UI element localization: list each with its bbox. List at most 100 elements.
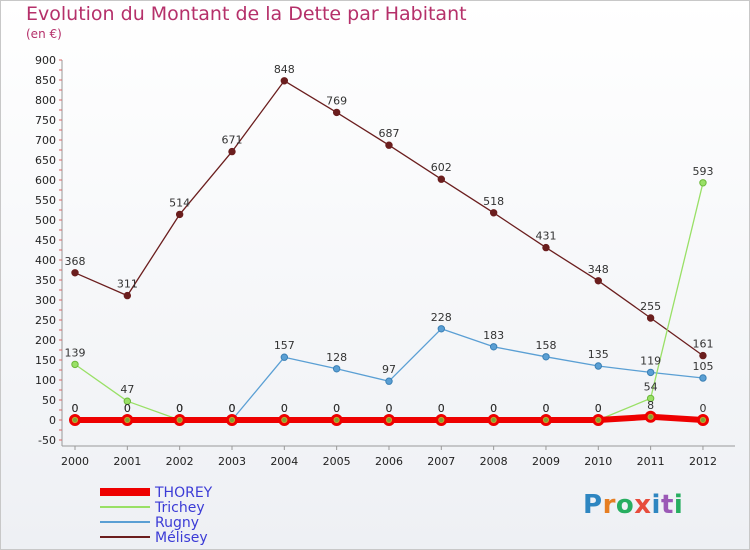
y-tick-label: 0 xyxy=(49,414,56,427)
x-tick-label: 2002 xyxy=(166,455,194,468)
y-tick-label: 500 xyxy=(35,214,56,227)
data-point-trichey xyxy=(699,179,707,187)
data-point-rugny xyxy=(437,325,446,333)
data-label-trichey: 593 xyxy=(692,165,713,178)
series-line-mélisey xyxy=(74,80,704,357)
data-point-inner xyxy=(490,416,497,424)
y-tick-label: 550 xyxy=(35,194,56,207)
data-point-mélisey xyxy=(280,77,289,85)
data-point-trichey xyxy=(646,394,655,403)
data-point-rugny xyxy=(489,343,498,351)
data-label-thorey: 0 xyxy=(228,402,235,415)
y-tick-label: 800 xyxy=(35,94,56,107)
legend-label-thorey: THOREY xyxy=(154,485,213,501)
y-tick-label: 200 xyxy=(35,334,56,347)
data-point-rugny xyxy=(385,377,393,385)
chart-subtitle: (en €) xyxy=(26,27,62,41)
data-label-trichey: 0 xyxy=(438,402,445,415)
data-point-inner xyxy=(176,416,183,424)
legend-label-trichey: Trichey xyxy=(154,500,205,516)
proxiti-logo: Proxiti xyxy=(583,490,684,520)
data-point-mélisey xyxy=(542,243,550,252)
data-label-thorey: 8 xyxy=(647,399,654,412)
data-point-rugny xyxy=(280,353,289,361)
data-label-thorey: 0 xyxy=(124,402,131,415)
data-point-inner xyxy=(71,416,79,424)
data-label-mélisey: 769 xyxy=(326,94,347,107)
data-label-rugny: 228 xyxy=(431,311,452,324)
data-label-rugny: 135 xyxy=(588,348,609,361)
data-label-rugny: 97 xyxy=(382,363,396,376)
data-point-inner xyxy=(385,416,393,424)
data-label-trichey: 0 xyxy=(542,402,549,415)
data-label-mélisey: 848 xyxy=(274,63,295,76)
data-point-rugny xyxy=(594,362,602,370)
data-point-mélisey xyxy=(489,209,498,217)
data-label-rugny: 157 xyxy=(274,339,295,352)
y-tick-label: 100 xyxy=(35,374,56,387)
data-label-trichey: 0 xyxy=(176,402,183,415)
y-tick-label: 700 xyxy=(35,134,56,147)
data-point-mélisey xyxy=(332,108,341,117)
x-tick-label: 2009 xyxy=(532,455,560,468)
y-tick-label: 750 xyxy=(35,114,56,127)
data-point-mélisey xyxy=(646,314,655,322)
data-label-thorey: 0 xyxy=(333,402,340,415)
x-tick-label: 2012 xyxy=(689,455,717,468)
data-label-rugny: 158 xyxy=(535,339,556,352)
legend-label-rugny: Rugny xyxy=(155,515,199,531)
data-label-thorey: 0 xyxy=(385,402,392,415)
y-tick-label: 250 xyxy=(35,314,56,327)
y-tick-label: -50 xyxy=(38,434,56,447)
x-tick-label: 2001 xyxy=(113,455,141,468)
data-label-thorey: 0 xyxy=(595,402,602,415)
data-label-rugny: 128 xyxy=(326,351,347,364)
data-point-mélisey xyxy=(437,175,446,183)
y-tick-label: 50 xyxy=(42,394,56,407)
data-label-mélisey: 368 xyxy=(65,255,86,268)
data-label-mélisey: 311 xyxy=(117,278,138,291)
data-label-thorey: 0 xyxy=(72,402,79,415)
data-point-rugny xyxy=(332,365,341,373)
y-tick-label: 150 xyxy=(35,354,56,367)
data-label-trichey: 0 xyxy=(595,402,602,415)
data-point-rugny xyxy=(646,368,655,377)
data-point-inner xyxy=(542,416,550,424)
data-point-mélisey xyxy=(228,147,236,156)
y-tick-label: 900 xyxy=(35,54,56,67)
data-label-rugny: 0 xyxy=(124,402,131,415)
x-tick-label: 2006 xyxy=(375,455,403,468)
data-point-inner xyxy=(281,416,288,424)
data-label-trichey: 0 xyxy=(333,402,340,415)
data-point-mélisey xyxy=(385,141,393,149)
data-point-trichey xyxy=(123,397,132,405)
data-point-mélisey xyxy=(594,277,602,285)
data-label-trichey: 0 xyxy=(281,402,288,415)
data-point-inner xyxy=(438,416,445,424)
x-tick-label: 2005 xyxy=(323,455,351,468)
data-point-inner xyxy=(124,416,131,424)
data-label-rugny: 119 xyxy=(640,354,661,367)
chart-title: Evolution du Montant de la Dette par Hab… xyxy=(26,3,467,25)
y-tick-label: 400 xyxy=(35,254,56,267)
data-label-rugny: 0 xyxy=(176,402,183,415)
y-tick-label: 300 xyxy=(35,294,56,307)
data-point-mélisey xyxy=(699,351,707,360)
data-point-inner xyxy=(595,416,602,424)
x-tick-label: 2004 xyxy=(270,455,298,468)
data-label-trichey: 0 xyxy=(385,402,392,415)
data-point-mélisey xyxy=(123,291,132,300)
data-point-inner xyxy=(333,416,340,424)
data-label-trichey: 0 xyxy=(228,402,235,415)
data-label-mélisey: 602 xyxy=(431,161,452,174)
legend-label-mélisey: Mélisey xyxy=(155,530,208,546)
y-tick-label: 450 xyxy=(35,234,56,247)
data-label-mélisey: 671 xyxy=(221,134,242,147)
data-label-thorey: 0 xyxy=(176,402,183,415)
x-tick-label: 2007 xyxy=(427,455,455,468)
x-tick-label: 2003 xyxy=(218,455,246,468)
data-point-inner xyxy=(228,416,236,424)
data-label-thorey: 0 xyxy=(542,402,549,415)
data-label-rugny: 0 xyxy=(228,402,235,415)
